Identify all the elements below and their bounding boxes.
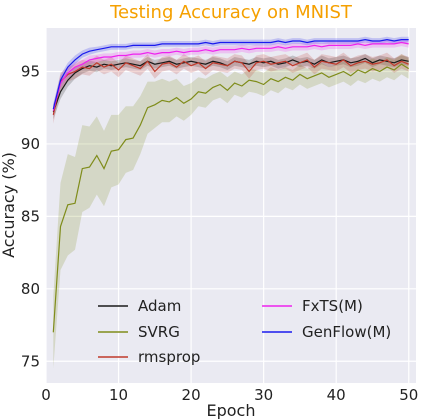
svrg-legend-label: SVRG <box>138 323 180 341</box>
adam-legend-label: Adam <box>138 297 181 315</box>
rmsprop-line <box>52 59 409 116</box>
legend: Adam SVRG rmsprop FxTS(M) GenFlow(M) <box>98 297 391 366</box>
grid <box>45 28 416 383</box>
rmsprop-band <box>53 52 409 124</box>
rmsprop-legend-label: rmsprop <box>138 348 200 366</box>
svrg-band <box>53 54 409 369</box>
x-tick-label: 10 <box>109 386 128 404</box>
fxts-m-band <box>53 38 409 117</box>
fxts-m-legend-label: FxTS(M) <box>302 297 363 315</box>
y-axis-label: Accuracy (%) <box>0 152 18 258</box>
y-tick-label: 85 <box>21 207 40 225</box>
svrg-line <box>52 63 410 333</box>
y-tick-label: 95 <box>21 62 40 80</box>
series-lines <box>52 38 410 333</box>
x-tick-label: 20 <box>182 386 201 404</box>
x-tick-label: 50 <box>399 386 418 404</box>
x-tick-label: 30 <box>254 386 273 404</box>
adam-band <box>53 54 409 120</box>
tick-labels: 0 10 20 30 40 50 75 80 85 90 95 <box>21 62 418 404</box>
fxts-m-line <box>52 41 409 111</box>
genflow-m-legend-label: GenFlow(M) <box>302 323 391 341</box>
genflow-m-line <box>52 38 409 110</box>
x-tick-label: 0 <box>41 386 51 404</box>
chart-title: Testing Accuracy on MNIST <box>109 2 353 23</box>
x-tick-label: 40 <box>327 386 346 404</box>
y-tick-label: 75 <box>21 352 40 370</box>
y-tick-label: 80 <box>21 280 40 298</box>
confidence-bands <box>53 36 409 369</box>
x-axis-label: Epoch <box>207 401 256 419</box>
y-tick-label: 90 <box>21 135 40 153</box>
